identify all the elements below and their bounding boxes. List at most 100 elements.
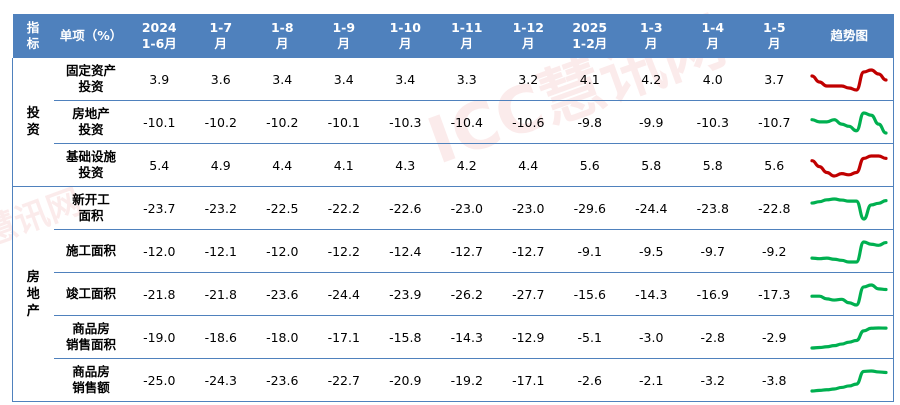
trend-cell [805, 186, 894, 230]
item-label: 施工面积 [53, 229, 129, 273]
value-cell: -9.7 [682, 229, 744, 273]
value-cell: -23.7 [128, 186, 190, 230]
value-cell: -2.8 [682, 315, 744, 359]
value-cell: -2.1 [620, 358, 682, 402]
value-cell: 4.4 [497, 143, 559, 187]
table-row: 竣工面积 -21.8 -21.8 -23.6 -24.4 -23.9 -26.2 -27.7-… [13, 272, 894, 316]
value-cell: -21.8 [128, 272, 190, 316]
value-cell: -10.7 [743, 100, 805, 144]
value-cell: 5.4 [128, 143, 190, 187]
value-cell: -12.4 [374, 229, 436, 273]
value-cell: -10.2 [190, 100, 252, 144]
trend-cell [805, 358, 894, 402]
value-cell: -9.2 [743, 229, 805, 273]
value-cell: -17.3 [743, 272, 805, 316]
header-category: 指 标 [12, 14, 54, 58]
value-cell: -29.6 [559, 186, 621, 230]
value-cell: -18.0 [251, 315, 313, 359]
value-cell: -20.9 [374, 358, 436, 402]
value-cell: -23.6 [251, 358, 313, 402]
value-cell: -23.9 [374, 272, 436, 316]
value-cell: -23.8 [682, 186, 744, 230]
header-period: 1-9 月 [313, 14, 375, 58]
value-cell: -24.4 [620, 186, 682, 230]
value-cell: -10.1 [128, 100, 190, 144]
sparkline [810, 326, 888, 350]
sparkline-path [810, 326, 888, 350]
value-cell: -18.6 [190, 315, 252, 359]
value-cell: -12.2 [313, 229, 375, 273]
value-cell: -27.7 [497, 272, 559, 316]
sparkline [810, 240, 888, 264]
value-cell: -23.2 [190, 186, 252, 230]
header-period: 1-5 月 [743, 14, 805, 58]
category-label: 房 地 产 [12, 186, 54, 402]
header-period: 1-7 月 [190, 14, 252, 58]
value-cell: -15.6 [559, 272, 621, 316]
value-cell: -22.6 [374, 186, 436, 230]
value-cell: -10.3 [374, 100, 436, 144]
value-cell: -12.7 [497, 229, 559, 273]
value-cell: -23.6 [251, 272, 313, 316]
value-cell: -24.3 [190, 358, 252, 402]
value-cell: 3.6 [190, 58, 252, 101]
sparkline-path [810, 111, 888, 135]
value-cell: -22.7 [313, 358, 375, 402]
value-cell: -19.0 [128, 315, 190, 359]
value-cell: 4.9 [190, 143, 252, 187]
item-label: 商品房 销售额 [53, 358, 129, 402]
item-label: 商品房 销售面积 [53, 315, 129, 359]
sparkline-path [810, 197, 888, 221]
value-cell: 4.3 [374, 143, 436, 187]
value-cell: -12.0 [251, 229, 313, 273]
value-cell: 5.6 [559, 143, 621, 187]
table-row: 商品房 销售面积 -19.0 -18.6 -18.0 -17.1 -15.8 -14.3 -1… [13, 315, 894, 359]
value-cell: 3.7 [743, 58, 805, 101]
sparkline-path [810, 283, 888, 307]
sparkline [810, 154, 888, 178]
value-cell: -26.2 [436, 272, 498, 316]
item-label: 基础设施 投资 [53, 143, 129, 187]
header-item: 单项（%） [53, 14, 129, 58]
value-cell: -2.6 [559, 358, 621, 402]
value-cell: -22.5 [251, 186, 313, 230]
value-cell: -3.0 [620, 315, 682, 359]
data-table: 指 标单项（%） 2024 1-6月 1-7 月 1-8 月 1-9 月 1-10 月 1-… [12, 14, 894, 402]
value-cell: -12.7 [436, 229, 498, 273]
header-period: 1-10 月 [374, 14, 436, 58]
value-cell: 5.6 [743, 143, 805, 187]
value-cell: -10.2 [251, 100, 313, 144]
value-cell: -3.8 [743, 358, 805, 402]
trend-cell [805, 58, 894, 101]
value-cell: 4.1 [313, 143, 375, 187]
value-cell: -10.6 [497, 100, 559, 144]
value-cell: -10.3 [682, 100, 744, 144]
value-cell: 4.0 [682, 58, 744, 101]
value-cell: 3.4 [374, 58, 436, 101]
value-cell: 5.8 [682, 143, 744, 187]
value-cell: -12.9 [497, 315, 559, 359]
value-cell: 3.3 [436, 58, 498, 101]
sparkline [810, 283, 888, 307]
header-row: 指 标单项（%） 2024 1-6月 1-7 月 1-8 月 1-9 月 1-10 月 1-… [12, 14, 894, 58]
trend-cell [805, 229, 894, 273]
sparkline [810, 68, 888, 92]
sparkline [810, 369, 888, 393]
sparkline-path [810, 154, 888, 178]
category-label: 投 资 [12, 58, 54, 187]
sparkline [810, 111, 888, 135]
value-cell: 3.4 [251, 58, 313, 101]
header-trend: 趋势图 [805, 14, 894, 58]
value-cell: 4.2 [436, 143, 498, 187]
header-period: 1-11 月 [436, 14, 498, 58]
header-period: 1-8 月 [251, 14, 313, 58]
table-row: 房地产 投资 -10.1 -10.2 -10.2 -10.1 -10.3 -10.4 -10.… [13, 100, 894, 144]
trend-cell [805, 143, 894, 187]
header-period: 2025 1-2月 [559, 14, 621, 58]
value-cell: -19.2 [436, 358, 498, 402]
value-cell: -5.1 [559, 315, 621, 359]
value-cell: -16.9 [682, 272, 744, 316]
value-cell: 5.8 [620, 143, 682, 187]
table-row: 基础设施 投资 5.4 4.9 4.4 4.1 4.3 4.2 4.4 5.6 5.8 5.8 5.6 [13, 143, 894, 187]
table-row: 房 地 产新开工 面积 -23.7 -23.2 -22.5 -22.2 -22.6 -23.… [12, 186, 894, 402]
